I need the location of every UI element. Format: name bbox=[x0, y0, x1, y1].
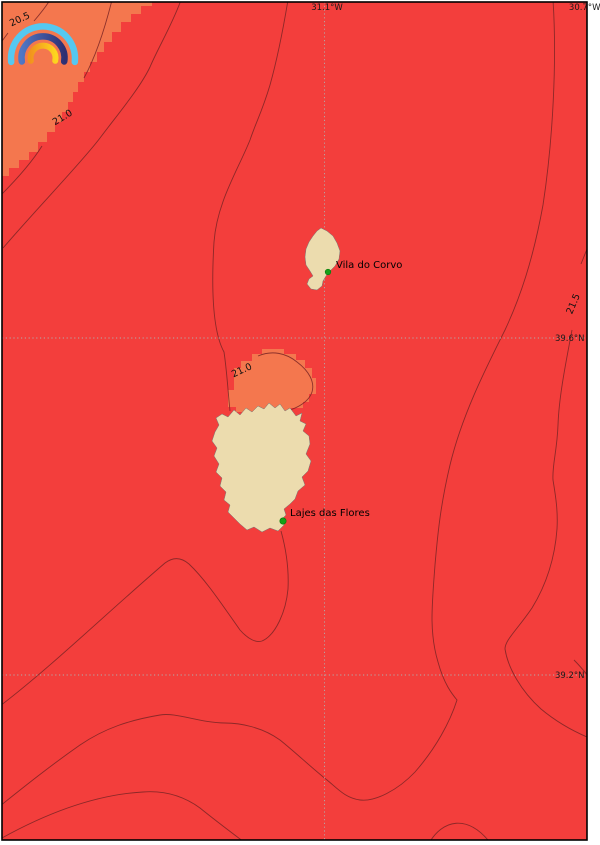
place-label-lajes-das-flores: Lajes das Flores bbox=[290, 508, 370, 519]
marker-lajes-das-flores bbox=[279, 517, 287, 525]
rainbow-arc-inner bbox=[27, 42, 59, 64]
cool-region-patch bbox=[228, 349, 316, 412]
islands bbox=[211, 227, 341, 533]
island-flores bbox=[211, 402, 312, 533]
lat-label-39-6: 39.6°N bbox=[555, 334, 585, 344]
rainbow-arc-outer bbox=[7, 23, 79, 66]
rainbow-arc-middle bbox=[18, 33, 68, 65]
place-label-vila-do-corvo: Vila do Corvo bbox=[336, 260, 402, 271]
island-corvo bbox=[304, 227, 341, 291]
rainbow-logo bbox=[7, 23, 79, 66]
lat-label-39-2: 39.2°N bbox=[555, 671, 585, 681]
map-frame bbox=[1, 1, 588, 841]
lon-label-31-1: 31.1°W bbox=[311, 3, 343, 13]
graticule bbox=[2, 2, 587, 840]
marker-vila-do-corvo bbox=[324, 268, 332, 276]
lon-label-30-7: 30.7°W bbox=[569, 3, 600, 13]
